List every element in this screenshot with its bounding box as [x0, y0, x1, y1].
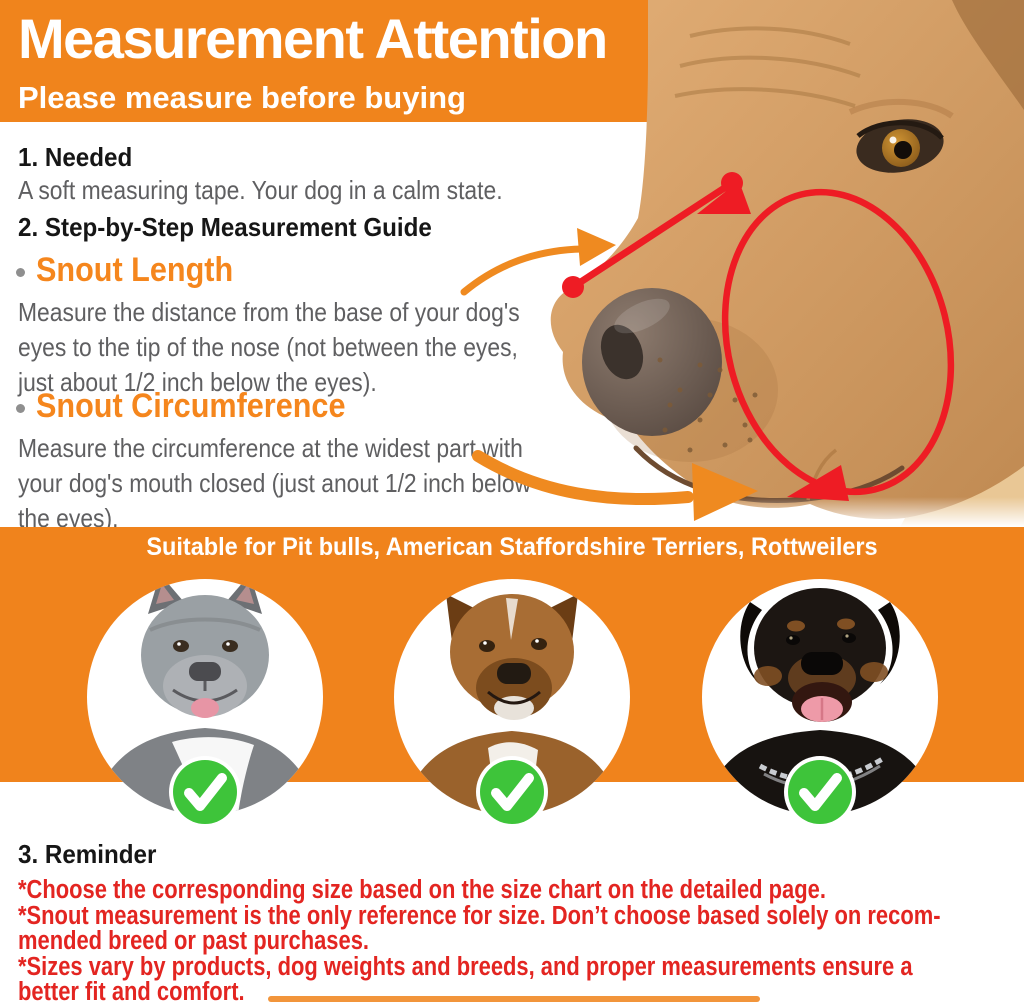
page-subtitle: Please measure before buying	[18, 80, 466, 115]
pitbull-photo	[87, 579, 323, 815]
snout-length-heading: Snout Length	[36, 251, 234, 289]
red-arrow-icon	[697, 181, 751, 214]
reminder-line: *Snout measurement is the only reference…	[18, 902, 941, 930]
forehead-wrinkles	[674, 26, 861, 108]
bullet-dot	[16, 404, 25, 413]
orange-arrow-icon	[472, 450, 758, 521]
body-line: just about 1/2 inch below the eyes).	[18, 367, 377, 397]
dog-eye	[848, 98, 954, 173]
suitable-banner-title: Suitable for Pit bulls, American Staffor…	[146, 533, 878, 561]
body-line: your dog's mouth closed (just anout 1/2 …	[18, 468, 532, 498]
bottom-accent-line	[268, 996, 760, 1002]
header-banner: Measurement Attention Please measure bef…	[0, 0, 742, 122]
page-title: Measurement Attention	[18, 7, 608, 70]
bullet-dot	[16, 268, 25, 277]
body-line: Measure the circumference at the widest …	[18, 433, 523, 463]
reminder-line: *Choose the corresponding size based on …	[18, 876, 826, 904]
reminder-line: *Sizes vary by products, dog weights and…	[18, 953, 913, 981]
breed-photos	[87, 579, 938, 828]
chain-collar	[758, 755, 886, 783]
guide-heading: 2. Step-by-Step Measurement Guide	[18, 212, 432, 242]
needed-heading: 1. Needed	[18, 142, 133, 172]
snout-circumference-heading: Snout Circumference	[36, 387, 346, 425]
needed-body: A soft measuring tape. Your dog in a cal…	[18, 175, 503, 205]
check-icon	[169, 756, 241, 828]
body-line: eyes to the tip of the nose (not between…	[18, 332, 518, 362]
reminder-line: mended breed or past purchases.	[18, 927, 369, 955]
check-icon	[784, 756, 856, 828]
muzzle-freckles	[657, 357, 758, 453]
reminder-heading: 3. Reminder	[18, 839, 157, 869]
dog-head-shape	[550, 0, 1024, 520]
dog-ear-shape	[952, 0, 1024, 110]
check-icon	[476, 756, 548, 828]
dog-nose	[582, 288, 722, 436]
snout-circumference-ellipse	[721, 188, 955, 496]
red-arrow-icon	[787, 465, 849, 501]
reminder-line: better fit and comfort.	[18, 978, 245, 1002]
body-line: Measure the distance from the base of yo…	[18, 297, 520, 327]
dog-head-photo	[460, 0, 1024, 527]
orange-arrow-icon	[460, 228, 616, 296]
